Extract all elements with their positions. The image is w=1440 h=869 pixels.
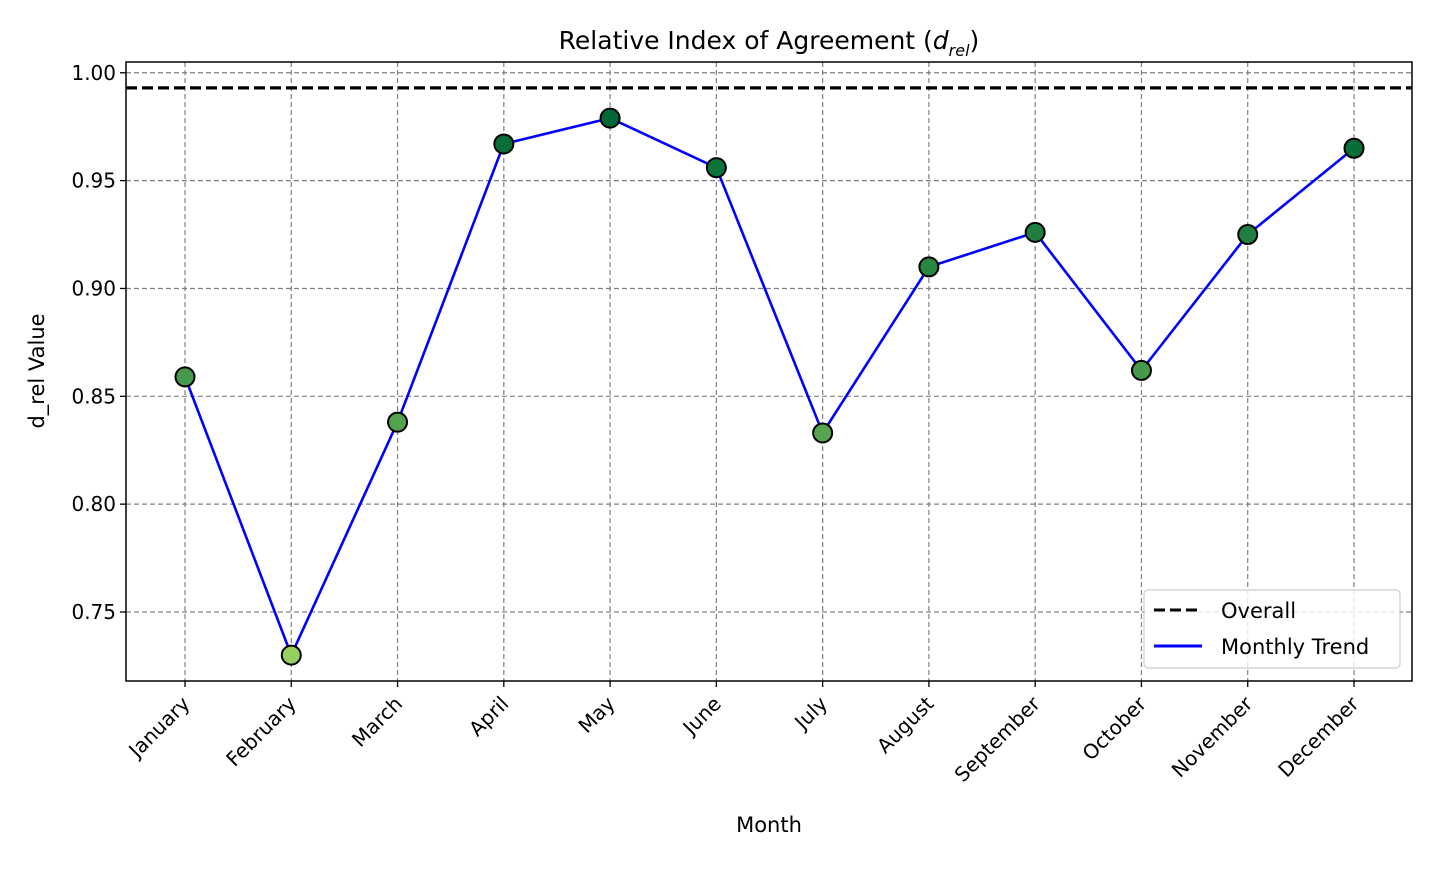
y-tick-label: 0.75 [71, 600, 116, 624]
data-point-september [1024, 221, 1046, 243]
legend-label-monthly-trend: Monthly Trend [1221, 635, 1369, 659]
grid-layer [126, 62, 1412, 681]
data-point-october [1130, 359, 1152, 381]
legend-label-overall: Overall [1221, 599, 1296, 623]
data-point-july [812, 422, 834, 444]
legend-box [1143, 589, 1401, 669]
y-tick-label: 1.00 [71, 61, 116, 85]
data-point-november [1237, 224, 1259, 246]
chart-title: Relative Index of Agreement (drel) [559, 26, 980, 60]
plot-frame [125, 61, 1413, 682]
y-axis-title: d_rel Value [25, 313, 50, 428]
legend: Overall Monthly Trend [1143, 589, 1401, 669]
series-line-monthly-trend [183, 116, 1355, 659]
y-tick-label: 0.80 [71, 492, 116, 516]
data-point-january [174, 366, 196, 388]
data-point-may [599, 107, 621, 129]
x-axis-title: Month [736, 813, 802, 837]
y-tick-label: 0.90 [71, 276, 116, 300]
y-tick-label: 0.85 [71, 384, 116, 408]
data-point-august [918, 256, 940, 278]
data-point-june [705, 157, 727, 179]
data-point-december [1343, 137, 1365, 159]
data-point-april [493, 133, 515, 155]
y-tick-label: 0.95 [71, 169, 116, 193]
series-layer [174, 107, 1365, 666]
title-subscript: rel [949, 41, 970, 60]
data-point-march [387, 411, 409, 433]
title-symbol: d [933, 26, 949, 55]
y-axis: 0.75 0.80 0.85 0.90 0.95 1.00 [71, 61, 126, 624]
data-point-february [280, 644, 302, 666]
